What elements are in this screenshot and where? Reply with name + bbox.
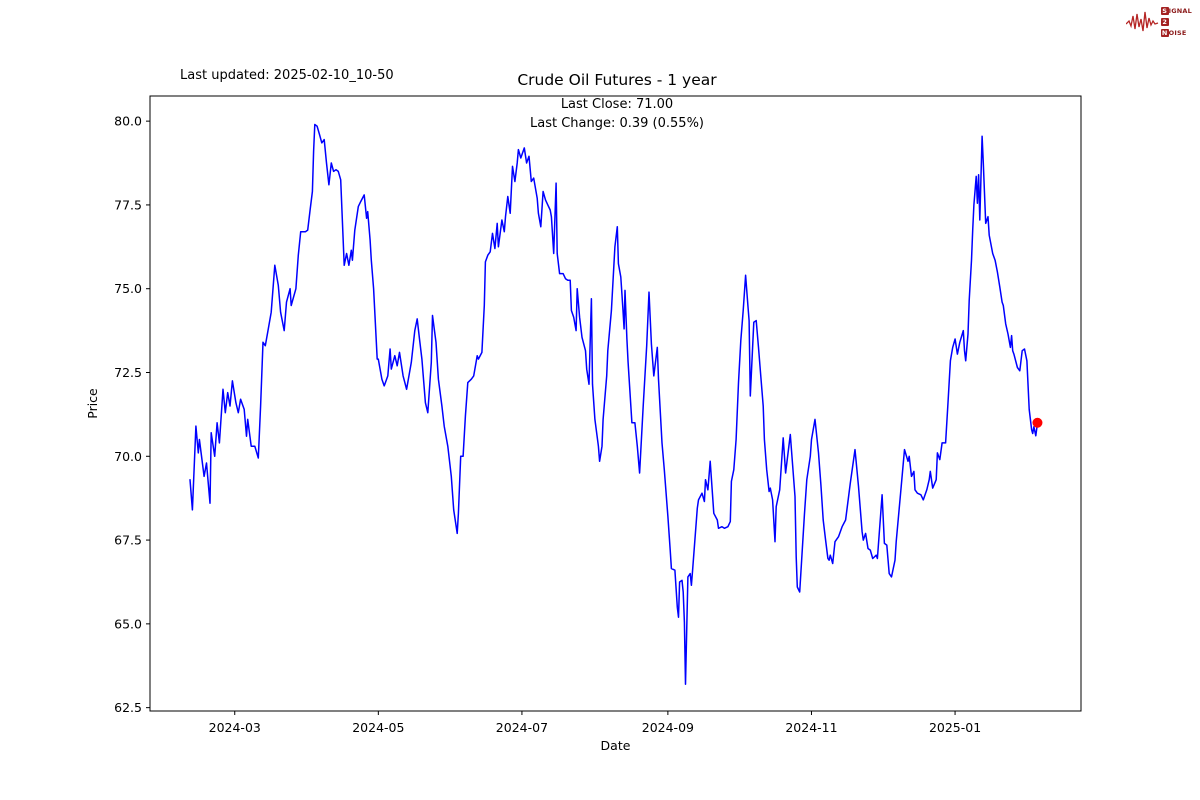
last-updated-annotation: Last updated: 2025-02-10_10-50 xyxy=(180,68,394,83)
logo-row-signal: S IGNAL xyxy=(1160,6,1192,15)
x-tick-label: 2024-11 xyxy=(785,720,837,735)
plot-border xyxy=(149,95,1082,712)
x-tick-label: 2025-01 xyxy=(929,720,981,735)
x-tick-label: 2024-09 xyxy=(642,720,694,735)
last-change-annotation: Last Change: 0.39 (0.55%) xyxy=(529,116,704,131)
logo-text: S IGNAL 2 N OISE xyxy=(1160,5,1192,38)
x-axis-label: Date xyxy=(601,738,631,753)
x-tick-label: 2024-03 xyxy=(209,720,261,735)
y-tick-label: 70.0 xyxy=(114,449,142,464)
signal2noise-logo: S IGNAL 2 N OISE xyxy=(1125,5,1192,38)
logo-letter-n: N xyxy=(1160,28,1169,37)
y-axis-label: Price xyxy=(85,388,100,419)
x-tick-label: 2024-07 xyxy=(496,720,548,735)
price-line xyxy=(189,123,1039,685)
waveform-icon xyxy=(1125,11,1158,31)
y-tick-label: 75.0 xyxy=(114,281,142,296)
logo-letter-s: S xyxy=(1160,6,1169,15)
last-close-annotation: Last Close: 71.00 xyxy=(560,97,674,112)
chart-title: Crude Oil Futures - 1 year xyxy=(517,71,717,89)
y-tick-label: 65.0 xyxy=(114,616,142,631)
last-close-dot xyxy=(1032,417,1043,428)
logo-letter-2: 2 xyxy=(1160,17,1169,26)
logo-row-2: 2 xyxy=(1160,16,1192,27)
y-tick-label: 80.0 xyxy=(114,114,142,129)
logo-row-noise: N OISE xyxy=(1160,28,1187,37)
y-tick-label: 62.5 xyxy=(114,700,142,715)
y-tick-label: 77.5 xyxy=(114,197,142,212)
y-tick-label: 67.5 xyxy=(114,533,142,548)
x-tick-label: 2024-05 xyxy=(352,720,404,735)
y-tick-label: 72.5 xyxy=(114,365,142,380)
